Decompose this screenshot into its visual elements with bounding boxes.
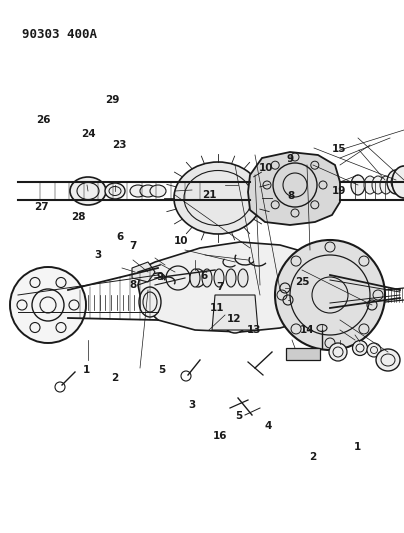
Polygon shape (132, 262, 155, 282)
Text: 7: 7 (130, 241, 137, 251)
Text: 5: 5 (235, 411, 242, 421)
Text: 5: 5 (158, 366, 165, 375)
Polygon shape (138, 242, 335, 332)
Ellipse shape (329, 343, 347, 361)
Ellipse shape (130, 185, 146, 197)
Text: 23: 23 (112, 140, 126, 150)
Ellipse shape (139, 287, 161, 317)
Text: 11: 11 (210, 303, 225, 313)
Text: 2: 2 (309, 453, 317, 462)
Ellipse shape (174, 162, 262, 234)
Ellipse shape (150, 185, 166, 197)
Ellipse shape (367, 343, 381, 357)
Text: 1: 1 (83, 366, 90, 375)
Text: 16: 16 (213, 431, 227, 441)
Text: 12: 12 (227, 314, 242, 324)
Ellipse shape (202, 269, 212, 287)
Text: 8: 8 (130, 280, 137, 290)
Ellipse shape (70, 177, 106, 205)
Text: 10: 10 (259, 163, 273, 173)
Text: 6: 6 (117, 232, 124, 242)
Text: 10: 10 (174, 236, 188, 246)
Ellipse shape (364, 176, 376, 194)
Text: 26: 26 (36, 115, 51, 125)
Ellipse shape (140, 185, 156, 197)
Circle shape (166, 266, 190, 290)
Ellipse shape (351, 175, 365, 195)
Text: 25: 25 (295, 278, 309, 287)
Polygon shape (286, 348, 320, 360)
Ellipse shape (238, 269, 248, 287)
Ellipse shape (105, 183, 125, 199)
Text: 2: 2 (112, 374, 119, 383)
Text: 8: 8 (287, 191, 295, 201)
Ellipse shape (376, 349, 400, 371)
Text: 29: 29 (105, 95, 120, 105)
Ellipse shape (190, 269, 200, 287)
Ellipse shape (387, 170, 404, 194)
Text: 27: 27 (34, 202, 48, 212)
Text: 3: 3 (188, 400, 196, 410)
Ellipse shape (317, 325, 327, 332)
Text: 24: 24 (81, 130, 95, 139)
Ellipse shape (372, 176, 384, 194)
Polygon shape (248, 152, 340, 225)
Text: 90303 400A: 90303 400A (22, 28, 97, 41)
Ellipse shape (221, 297, 249, 333)
Polygon shape (212, 295, 258, 330)
Ellipse shape (226, 269, 236, 287)
Text: 14: 14 (300, 326, 314, 335)
Text: 7: 7 (217, 282, 224, 292)
Text: 9: 9 (156, 272, 163, 282)
Circle shape (10, 267, 86, 343)
Ellipse shape (353, 341, 368, 356)
Ellipse shape (392, 166, 404, 198)
Ellipse shape (380, 176, 392, 194)
Circle shape (275, 240, 385, 350)
Ellipse shape (214, 269, 224, 287)
Text: 21: 21 (202, 190, 217, 199)
Text: 13: 13 (247, 326, 262, 335)
Text: 1: 1 (354, 442, 361, 451)
Text: 6: 6 (200, 271, 208, 281)
Text: 4: 4 (265, 422, 272, 431)
Text: 3: 3 (94, 250, 101, 260)
Text: 15: 15 (332, 144, 347, 154)
Ellipse shape (191, 269, 205, 287)
Text: 28: 28 (72, 213, 86, 222)
Text: 19: 19 (332, 186, 347, 196)
Text: 9: 9 (286, 154, 294, 164)
